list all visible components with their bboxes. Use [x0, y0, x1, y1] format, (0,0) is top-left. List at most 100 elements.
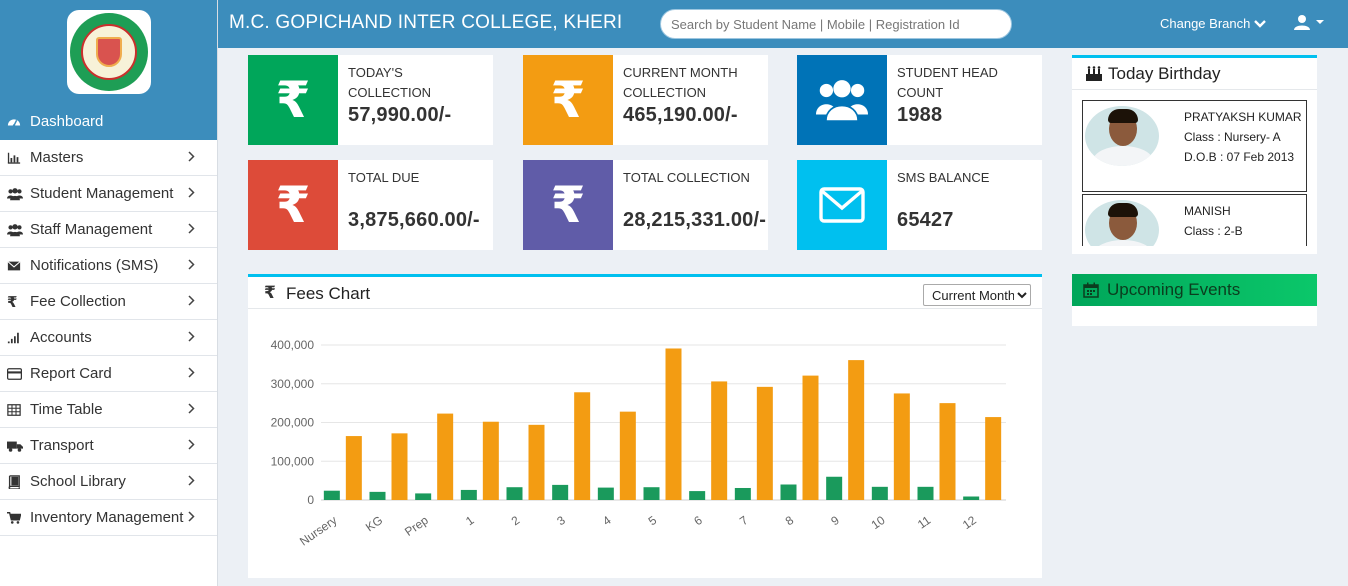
sidebar-item-transport[interactable]: Transport — [0, 428, 217, 464]
y-tick-label: 400,000 — [271, 338, 315, 352]
sidebar-item-label: Transport — [30, 437, 94, 454]
sidebar-item-dashboard[interactable]: Dashboard — [0, 104, 217, 140]
fees-bar-chart: 0 100,000 200,000 300,000 400,000 Nursery KG Pr… — [271, 338, 1006, 549]
chart-range-select[interactable]: Current Month — [923, 284, 1031, 306]
chevron-right-icon — [188, 366, 195, 381]
sidebar-item-label: Inventory Management — [30, 509, 184, 526]
chevron-down-icon — [1254, 19, 1267, 28]
sidebar-nav: Dashboard Masters Student Management Staff … — [0, 104, 217, 536]
stat-label: STUDENT HEAD COUNT — [897, 65, 998, 100]
bar-series-2-nursery — [345, 436, 362, 500]
stat-label: TOTAL COLLECTION — [623, 170, 750, 185]
search-input[interactable] — [660, 9, 1012, 39]
birthday-details: MANISH Class : 2-B — [1184, 201, 1306, 241]
student-photo — [1085, 200, 1159, 246]
rupee-icon: ₹ — [264, 283, 276, 302]
bar-series-1-nursery — [323, 490, 340, 500]
credit-card-icon — [7, 367, 25, 381]
sidebar-item-masters[interactable]: Masters — [0, 140, 217, 176]
student-name: MANISH — [1184, 204, 1231, 218]
student-dob: D.O.B : 07 Feb 2013 — [1184, 150, 1295, 164]
stat-box-total-due[interactable]: ₹ TOTAL DUE 3,875,660.00/- — [248, 160, 493, 250]
x-tick-label: 3 — [554, 513, 568, 528]
events-header: Upcoming Events — [1072, 274, 1317, 306]
upcoming-events-panel: Upcoming Events — [1072, 274, 1317, 326]
change-branch-dropdown[interactable]: Change Branch — [1160, 16, 1267, 31]
x-tick-label: 12 — [960, 513, 979, 532]
bar-series-1-2 — [506, 487, 523, 500]
user-menu[interactable] — [1294, 14, 1324, 30]
sidebar-item-inventory-management[interactable]: Inventory Management — [0, 500, 217, 536]
sidebar: Dashboard Masters Student Management Staff … — [0, 0, 218, 586]
envelope-icon — [7, 259, 25, 273]
stat-label: CURRENT MONTH COLLECTION — [623, 65, 738, 100]
sidebar-item-label: Report Card — [30, 365, 112, 382]
users-icon — [797, 55, 887, 145]
birthday-card[interactable]: MANISH Class : 2-B — [1082, 194, 1307, 246]
chevron-right-icon — [188, 258, 195, 273]
chevron-right-icon — [188, 186, 195, 201]
bar-series-2-prep — [437, 413, 454, 500]
bar-series-1-9 — [826, 476, 843, 500]
fees-chart-title: Fees Chart — [286, 284, 371, 303]
sidebar-item-label: School Library — [30, 473, 126, 490]
stat-box-sms-balance[interactable]: SMS BALANCE 65427 — [797, 160, 1042, 250]
chevron-right-icon — [188, 222, 195, 237]
table-icon — [7, 403, 25, 417]
stat-value: 57,990.00/- — [348, 104, 452, 126]
stat-box-student-head-count[interactable]: STUDENT HEAD COUNT 1988 — [797, 55, 1042, 145]
sidebar-item-notifications-sms[interactable]: Notifications (SMS) — [0, 248, 217, 284]
users-icon — [7, 223, 25, 237]
envelope-icon — [797, 160, 887, 250]
stat-label: TODAY'S COLLECTION — [348, 65, 432, 100]
sidebar-item-school-library[interactable]: School Library — [0, 464, 217, 500]
sidebar-item-staff-management[interactable]: Staff Management — [0, 212, 217, 248]
birthday-card[interactable]: PRATYAKSH KUMAR Class : Nursery- A D.O.B :… — [1082, 100, 1307, 192]
book-icon — [7, 474, 25, 489]
college-crest-logo[interactable] — [66, 10, 151, 94]
x-tick-label: 11 — [915, 513, 934, 532]
sidebar-item-fee-collection[interactable]: ₹ Fee Collection — [0, 284, 217, 320]
rupee-icon: ₹ — [523, 55, 613, 145]
bar-series-2-12 — [985, 417, 1002, 500]
x-tick-label: Prep — [402, 513, 431, 539]
bar-series-2-5 — [665, 348, 682, 500]
sidebar-item-time-table[interactable]: Time Table — [0, 392, 217, 428]
student-class: Class : 2-B — [1184, 224, 1243, 238]
birthday-header: Today Birthday — [1072, 58, 1317, 90]
bar-series-2-1 — [482, 421, 499, 500]
y-tick-label: 200,000 — [271, 416, 315, 430]
birthday-list[interactable]: PRATYAKSH KUMAR Class : Nursery- A D.O.B :… — [1082, 100, 1307, 246]
chevron-right-icon — [188, 330, 195, 345]
events-title: Upcoming Events — [1107, 280, 1241, 299]
birthday-cake-icon — [1086, 65, 1102, 81]
rupee-icon: ₹ — [248, 160, 338, 250]
bar-series-2-4 — [619, 411, 636, 500]
stat-box-today-s-collection[interactable]: ₹ TODAY'S COLLECTION 57,990.00/- — [248, 55, 493, 145]
sidebar-item-label: Dashboard — [30, 113, 104, 130]
x-tick-label: 1 — [463, 513, 477, 528]
bar-series-1-prep — [415, 493, 432, 500]
y-tick-label: 0 — [307, 493, 314, 507]
rupee-icon: ₹ — [523, 160, 613, 250]
sidebar-item-student-management[interactable]: Student Management — [0, 176, 217, 212]
chevron-right-icon — [188, 438, 195, 453]
stat-value: 3,875,660.00/- — [348, 209, 480, 231]
birthday-title: Today Birthday — [1108, 63, 1221, 83]
top-header: M.C. GOPICHAND INTER COLLEGE, KHERI Chan… — [218, 0, 1348, 48]
sidebar-item-accounts[interactable]: Accounts — [0, 320, 217, 356]
x-tick-label: KG — [363, 513, 385, 534]
y-tick-label: 100,000 — [271, 454, 315, 468]
chevron-right-icon — [188, 150, 195, 165]
bar-series-2-7 — [756, 386, 773, 500]
sidebar-item-report-card[interactable]: Report Card — [0, 356, 217, 392]
stat-box-current-month-collection[interactable]: ₹ CURRENT MONTH COLLECTION 465,190.00/- — [523, 55, 768, 145]
bar-series-2-11 — [939, 403, 956, 500]
chevron-right-icon — [188, 474, 195, 489]
signal-icon — [7, 331, 25, 345]
stat-label: SMS BALANCE — [897, 170, 990, 185]
stat-value: 65427 — [897, 209, 954, 231]
stat-box-total-collection[interactable]: ₹ TOTAL COLLECTION 28,215,331.00/- — [523, 160, 768, 250]
x-tick-label: 5 — [646, 513, 660, 528]
student-photo — [1085, 106, 1159, 166]
